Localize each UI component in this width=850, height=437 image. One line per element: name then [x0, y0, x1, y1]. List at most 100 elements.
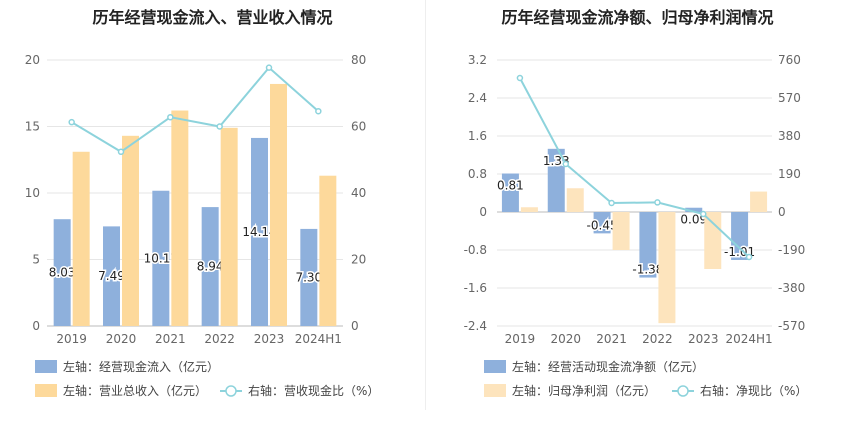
data-label: 8.03 [49, 266, 76, 280]
bar [53, 219, 71, 326]
bar [639, 212, 657, 278]
bar [220, 127, 238, 326]
bar [300, 228, 318, 326]
y-right-tick-label: 80 [351, 53, 366, 67]
legend-label: 左轴：归母净利润（亿元） [512, 383, 656, 398]
cash-inflow-revenue-chart: 0 5 10 15 20 0 20 40 60 80 2019 2020 2021 2022 2023 202… [25, 53, 380, 398]
data-label: 0.81 [497, 179, 524, 193]
y-left-tick-label: -1.6 [464, 281, 487, 295]
chart-title: 历年经营现金流净额、归母净利润情况 [501, 8, 774, 27]
legend-label: 左轴：经营现金流入（亿元） [63, 359, 219, 374]
line-point [117, 148, 125, 156]
bar [658, 212, 676, 324]
legend-swatch [35, 384, 57, 397]
y-right-tick-label: 0 [778, 205, 786, 219]
line-point [216, 123, 223, 130]
bar [152, 190, 170, 326]
bar [685, 207, 703, 212]
net-cashflow-profit-chart: -2.4 -1.6 -0.8 0 0.8 1.6 2.4 3.2 -570 -380 -190 0 19… [464, 53, 808, 398]
x-tick-label: 2022 [204, 332, 235, 346]
data-label: 14.14 [242, 225, 276, 239]
legend-label: 左轴：经营活动现金流净额（亿元） [512, 359, 704, 374]
x-tick-label: 2020 [106, 332, 137, 346]
data-label: 7.49 [98, 269, 125, 283]
x-tick-label: 2024H1 [295, 332, 342, 346]
y-left-tick-label: 5 [32, 253, 40, 267]
x-tick-label: 2019 [505, 332, 536, 346]
chart-title: 历年经营现金流入、营业收入情况 [92, 8, 333, 27]
legend-label: 右轴：营收现金比（%） [248, 383, 379, 398]
y-left-tick-label: 1.6 [468, 129, 487, 143]
bar [171, 110, 189, 326]
legend-swatch [484, 360, 506, 373]
x-tick-label: 2023 [254, 332, 285, 346]
y-right-tick-label: 190 [778, 167, 801, 181]
y-left-tick-label: 10 [25, 186, 40, 200]
legend-swatch [484, 384, 506, 397]
bar [319, 175, 337, 326]
legend-swatch [35, 360, 57, 373]
bar [270, 83, 287, 326]
legend-line-marker [225, 385, 237, 397]
y-right-tick-label: -570 [778, 319, 805, 333]
bar [201, 207, 219, 326]
plot-group: -2.4 -1.6 -0.8 0 0.8 1.6 2.4 3.2 -570 -380 -190 0 19… [464, 53, 808, 398]
x-tick-label: 2023 [688, 332, 719, 346]
series-line [71, 66, 319, 153]
x-tick-label: 2021 [155, 332, 186, 346]
x-tick-label: 2021 [596, 332, 627, 346]
y-right-tick-label: 60 [351, 120, 366, 134]
y-left-tick-label: 2.4 [468, 91, 487, 105]
y-right-tick-label: 570 [778, 91, 801, 105]
chart-panel-net-cashflow-profit: 历年经营现金流净额、归母净利润情况 -2.4 -1.6 -0.8 0 0.8 1.6 2.4… [425, 0, 850, 437]
y-left-tick-label: 0 [479, 205, 487, 219]
bar [72, 151, 90, 326]
bar [731, 212, 749, 260]
bar [251, 137, 268, 326]
line-point [745, 253, 753, 261]
legend-line-marker [677, 385, 689, 397]
y-left-tick-label: -2.4 [464, 319, 487, 333]
y-right-tick-label: 380 [778, 129, 801, 143]
chart-panel-cash-inflow-revenue: 历年经营现金流入、营业收入情况 0 5 10 15 20 0 20 40 60 80 2019 202… [25, 8, 380, 398]
legend-label: 左轴：营业总收入（亿元） [63, 383, 207, 398]
data-label: -0.45 [587, 218, 618, 232]
line-point [315, 107, 322, 115]
data-label: -1.38 [632, 263, 663, 277]
x-tick-label: 2020 [550, 332, 581, 346]
x-tick-label: 2019 [56, 332, 87, 346]
panel-divider [425, 0, 426, 410]
line-point [562, 160, 569, 168]
y-left-tick-label: 3.2 [468, 53, 487, 67]
data-label: 7.30 [295, 270, 322, 284]
y-left-tick-label: -0.8 [464, 243, 487, 257]
bar [520, 207, 538, 212]
y-left-tick-label: 0 [32, 319, 40, 333]
line-point [265, 64, 273, 71]
line-point [608, 199, 615, 207]
x-tick-label: 2024H1 [725, 332, 772, 346]
y-right-tick-label: 0 [351, 319, 359, 333]
x-tick-label: 2022 [642, 332, 673, 346]
line-point [700, 210, 707, 218]
y-left-tick-label: 0.8 [468, 167, 487, 181]
legend-label: 右轴：净现比（%） [700, 383, 807, 398]
line-point [68, 118, 75, 126]
data-label: 8.94 [197, 260, 224, 274]
bar [704, 212, 722, 269]
bar [501, 173, 519, 212]
y-right-tick-label: 40 [351, 186, 366, 200]
y-left-tick-label: 15 [25, 120, 40, 134]
y-left-tick-label: 20 [25, 53, 40, 67]
bar [547, 148, 565, 212]
bar [612, 212, 630, 250]
y-right-tick-label: -190 [778, 243, 805, 257]
bar [750, 191, 768, 212]
bar [566, 188, 584, 212]
plot-group: 0 5 10 15 20 0 20 40 60 80 2019 2020 2021 2022 2023 202… [25, 53, 380, 398]
bar [103, 226, 120, 326]
data-label: 10.17 [144, 251, 178, 265]
y-right-tick-label: 20 [351, 253, 366, 267]
y-right-tick-label: 760 [778, 53, 801, 67]
line-point [516, 74, 524, 82]
